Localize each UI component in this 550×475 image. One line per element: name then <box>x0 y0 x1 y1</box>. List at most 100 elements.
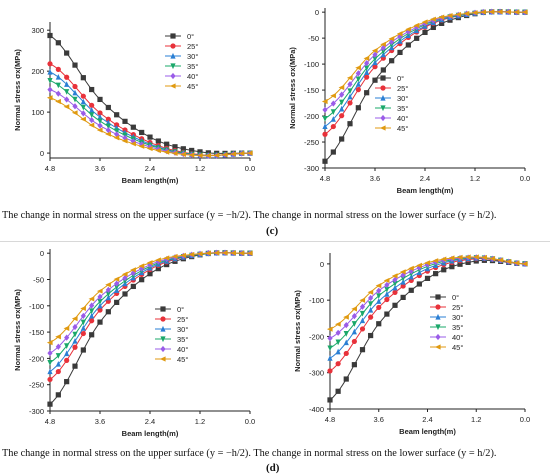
data-point <box>449 264 455 270</box>
data-point <box>438 14 445 20</box>
series-5 <box>46 95 253 159</box>
y-axis-label: Normal stress σx(MPa) <box>288 47 297 129</box>
data-point <box>97 113 103 120</box>
data-point <box>343 322 349 329</box>
data-point <box>89 106 95 113</box>
data-point <box>359 347 366 353</box>
data-point <box>138 263 145 269</box>
y-tick-label: -100 <box>29 302 44 311</box>
data-point <box>465 259 471 265</box>
data-point <box>339 113 345 119</box>
data-point <box>364 74 370 80</box>
legend-marker <box>435 294 441 300</box>
legend-label: 35° <box>187 62 198 71</box>
x-tick-label: 1.2 <box>470 174 480 183</box>
data-point <box>372 56 378 63</box>
chart-panel-lower-c: 0 -50 -100 -150 -200 -250 -300 4.8 3.6 2.4 1.2 0.0 B… <box>275 0 550 195</box>
data-point <box>481 254 487 261</box>
x-tick-label: 4.8 <box>320 174 330 183</box>
data-point <box>383 277 390 284</box>
data-point <box>389 58 395 64</box>
x-axis-label: Beam length(m) <box>397 186 454 195</box>
data-point <box>80 110 86 117</box>
y-tick-label: 0 <box>315 8 319 17</box>
legend-label: 40° <box>177 345 188 354</box>
data-point <box>441 267 447 273</box>
data-point <box>47 86 53 93</box>
data-point <box>72 62 78 68</box>
data-point <box>89 332 95 338</box>
data-point <box>448 255 455 261</box>
data-point <box>105 104 111 111</box>
data-point <box>55 334 61 340</box>
data-point <box>64 89 70 95</box>
data-point <box>397 49 403 56</box>
legend-label: 35° <box>177 335 188 344</box>
data-point <box>89 102 95 108</box>
data-point <box>155 266 161 272</box>
data-point <box>338 84 345 91</box>
data-point <box>230 250 236 256</box>
data-point <box>80 75 86 81</box>
data-point <box>335 348 341 355</box>
legend-label: 45° <box>177 355 188 364</box>
data-point <box>416 262 422 268</box>
data-point <box>335 388 341 394</box>
data-point <box>400 275 406 282</box>
data-point <box>456 254 463 260</box>
data-point <box>97 110 103 116</box>
legend-marker <box>435 304 441 310</box>
data-point <box>397 33 403 40</box>
data-point <box>321 98 328 105</box>
data-point <box>327 335 333 342</box>
data-point <box>55 90 61 97</box>
data-point <box>351 306 357 312</box>
data-point <box>80 116 86 122</box>
data-point <box>368 306 374 313</box>
legend: 0°25°30°35°40°45° <box>155 305 188 364</box>
legend-marker <box>160 316 166 322</box>
data-point <box>97 302 103 309</box>
legend-label: 35° <box>397 104 408 113</box>
chart-panel-upper-d: 0 -50 -100 -150 -200 -250 -300 4.8 3.6 2.4 1.2 0.0 B… <box>0 243 275 438</box>
y-tick-label: -150 <box>29 328 44 337</box>
data-point <box>396 31 403 37</box>
data-point <box>80 319 86 326</box>
data-point <box>72 89 78 96</box>
legend-label: 25° <box>187 42 198 51</box>
data-point <box>367 289 374 295</box>
data-point <box>343 350 349 357</box>
data-point <box>80 305 86 312</box>
data-point <box>47 350 53 357</box>
data-point <box>130 267 136 273</box>
y-tick-label: -100 <box>304 60 319 69</box>
data-point <box>80 330 86 337</box>
data-point <box>138 143 145 149</box>
data-point <box>327 368 333 374</box>
data-point <box>392 302 398 308</box>
data-point <box>384 311 390 317</box>
data-point <box>114 122 120 128</box>
data-point <box>55 73 61 80</box>
data-point <box>97 319 103 325</box>
data-point <box>355 87 361 93</box>
legend-label: 0° <box>452 293 459 302</box>
data-point <box>113 135 120 141</box>
data-point <box>330 123 336 130</box>
data-point <box>72 323 78 331</box>
data-point <box>72 103 78 110</box>
data-point <box>430 24 436 31</box>
data-point <box>364 69 370 75</box>
data-point <box>480 9 486 15</box>
legend-label: 45° <box>452 343 463 352</box>
data-point <box>421 19 428 25</box>
data-point <box>97 298 103 305</box>
data-point <box>335 329 341 336</box>
data-point <box>171 253 178 260</box>
data-point <box>400 278 406 285</box>
data-point <box>121 271 128 277</box>
data-point <box>246 250 253 256</box>
data-point <box>171 150 178 156</box>
data-point <box>347 81 353 88</box>
x-tick-label: 0.0 <box>245 417 255 426</box>
